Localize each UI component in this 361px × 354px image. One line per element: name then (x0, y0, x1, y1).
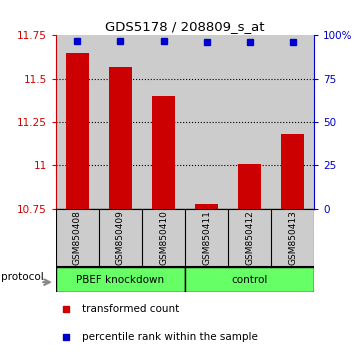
Bar (195, 204, 218, 209)
Text: transformed count: transformed count (82, 304, 179, 314)
Bar (185, 35, 228, 209)
Text: GSM850413: GSM850413 (288, 211, 297, 266)
Text: GSM850408: GSM850408 (73, 211, 82, 266)
Bar (56, 35, 99, 209)
Bar (228, 35, 271, 209)
Text: PBEF knockdown: PBEF knockdown (77, 275, 165, 285)
Text: GSM850410: GSM850410 (159, 211, 168, 266)
Text: protocol: protocol (1, 272, 44, 282)
Bar (66, 53, 89, 209)
Text: control: control (231, 275, 268, 285)
Bar (109, 67, 132, 209)
Text: GSM850411: GSM850411 (202, 211, 211, 266)
Bar (99, 209, 142, 267)
Bar (142, 209, 185, 267)
Bar (271, 35, 314, 209)
Text: GSM850412: GSM850412 (245, 211, 254, 266)
Bar (56, 209, 99, 267)
Bar (185, 209, 228, 267)
Text: GSM850409: GSM850409 (116, 211, 125, 266)
Bar (152, 96, 175, 209)
Bar (238, 164, 261, 209)
Bar (271, 209, 314, 267)
Title: GDS5178 / 208809_s_at: GDS5178 / 208809_s_at (105, 20, 265, 33)
Bar (142, 35, 185, 209)
Bar (185, 267, 314, 292)
Bar (99, 35, 142, 209)
Bar (281, 134, 304, 209)
Bar (56, 267, 185, 292)
Text: percentile rank within the sample: percentile rank within the sample (82, 332, 258, 342)
Bar (228, 209, 271, 267)
